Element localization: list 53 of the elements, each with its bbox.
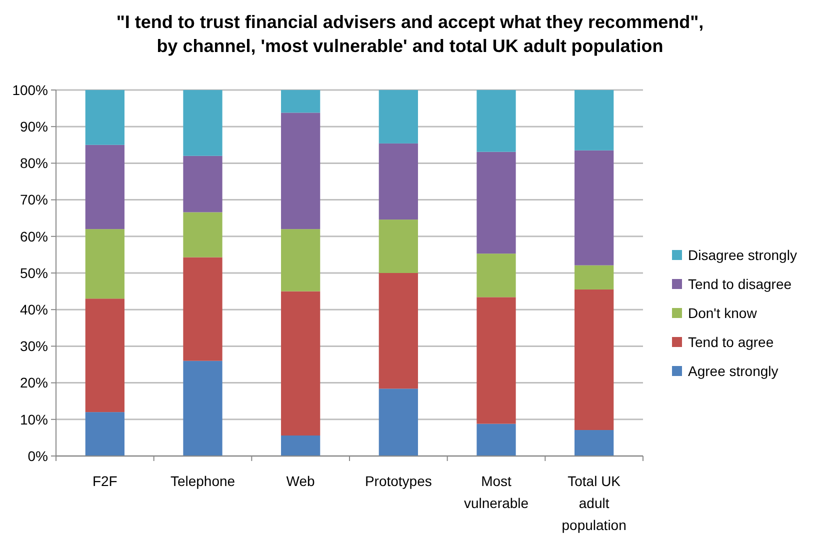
x-tick-label: Most vulnerable [464,473,529,511]
bar [574,90,614,150]
x-tick-label: Web [286,473,316,489]
bar [574,289,614,430]
bar [85,229,124,299]
y-tick-label: 90% [20,118,48,134]
legend-label: Tend to disagree [688,276,792,292]
bar [378,220,418,273]
y-tick-label: 60% [20,228,48,244]
legend-label: Agree strongly [688,362,778,379]
y-tick-label: 0% [28,448,48,464]
bar [85,412,124,456]
bar [281,229,320,292]
bar [281,112,320,230]
bar [476,297,516,424]
bar [281,90,320,113]
x-tick-label: Telephone [170,473,236,489]
bar [476,152,516,254]
bar [183,212,222,258]
y-tick-label: 50% [20,264,48,281]
bar [574,265,614,290]
bar [378,273,418,389]
bar [281,436,320,456]
bar [476,90,516,152]
bar [183,156,222,212]
bar [281,291,320,436]
legend-label: Disagree strongly [688,246,797,263]
bar [183,90,222,156]
legend-label: Don't know [688,304,758,321]
y-tick-label: 70% [20,192,48,208]
bar [378,90,418,144]
y-tick-label: 10% [20,411,48,428]
y-tick-label: 20% [20,374,48,391]
y-tick-label: 40% [20,302,48,318]
bar [85,144,124,230]
bar [574,150,614,266]
x-tick-label: Total UK adult population [562,473,626,533]
bar [85,298,124,412]
y-tick-label: 100% [12,82,48,98]
x-tick-label: F2F [92,473,118,489]
bar [378,143,418,220]
y-tick-label: 30% [20,338,48,354]
bar [574,430,614,456]
bar [378,388,418,456]
bar [85,90,124,145]
x-tick-label: Prototypes [364,473,432,489]
chart-title: "I tend to trust financial advisers and accept what they recommend", by channel, 'most vulnerable' and total UK adult population [116,12,704,56]
bar [476,254,516,298]
legend-label: Tend to agree [688,334,774,350]
bar [183,360,222,456]
bar [183,257,222,361]
y-tick-label: 80% [20,155,48,172]
bar [476,424,516,456]
